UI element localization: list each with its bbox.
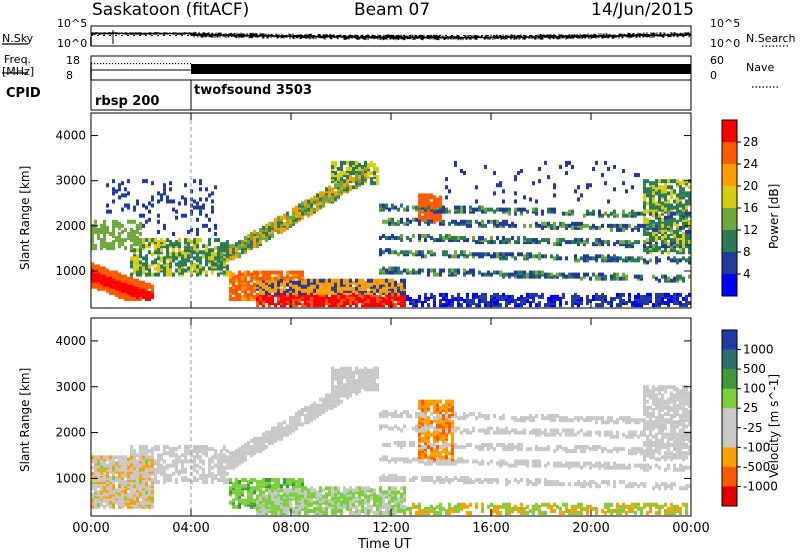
colorbar-tick-label: 16 (743, 201, 758, 215)
noise-tick-left-top: 10^5 (57, 17, 88, 30)
colorbar-cell (722, 230, 737, 253)
power-ylabel: Slant Range [km] (18, 165, 32, 270)
cpid-segment-2: twofsound 3503 (194, 83, 313, 98)
y-tick-label: 4000 (55, 334, 86, 348)
freq-tick-bottom: 8 (66, 69, 73, 82)
colorbar-tick-label: -100 (743, 440, 770, 454)
colorbar-cell (722, 486, 737, 507)
colorbar-cell (722, 466, 737, 487)
cpid-segment-1: rbsp 200 (95, 94, 160, 109)
beam-title: Beam 07 (354, 0, 431, 20)
colorbar-tick-label: 28 (743, 135, 758, 149)
noise-tick-right-bottom: 10^0 (710, 37, 741, 50)
colorbar-cell (722, 330, 737, 351)
freq-tick-top: 18 (66, 54, 80, 67)
colorbar-tick-label: 500 (743, 362, 766, 376)
y-tick-label: 2000 (55, 219, 86, 233)
y-tick-label: 2000 (55, 426, 86, 440)
x-tick-label: 04:00 (172, 521, 209, 536)
x-tick-label: 00:00 (672, 521, 709, 536)
x-tick-label: 00:00 (72, 521, 109, 536)
noise-tick-left-bottom: 10^0 (57, 37, 88, 50)
colorbar-cell (722, 447, 737, 468)
colorbar-cell (722, 164, 737, 187)
nsky-trace (90, 31, 692, 41)
colorbar-cell (722, 349, 737, 370)
y-tick-label: 1000 (55, 264, 86, 278)
nave-tick-bottom: 0 (710, 69, 717, 82)
colorbar-tick-label: 1000 (743, 343, 774, 357)
colorbar-tick-label: -500 (743, 460, 770, 474)
colorbar-cell (722, 369, 737, 390)
colorbar-tick-label: 8 (743, 245, 751, 259)
colorbar-cell (722, 408, 737, 429)
freq-label: Freq. (4, 53, 32, 66)
x-tick-label: 08:00 (272, 521, 309, 536)
power-panel: 4000 3000 2000 1000 28 24 20 16 12 8 4 (55, 112, 758, 309)
colorbar-cell (722, 388, 737, 409)
nsky-label: N.Sky (2, 32, 34, 45)
freq-unit-label: [MHz] (2, 65, 35, 78)
velocity-panel: 4000 3000 2000 1000 1000 500 100 25 -25 -100 -500 -… (55, 317, 778, 536)
y-tick-label: 4000 (55, 129, 86, 143)
freq-strip (2, 55, 778, 88)
nave-tick-top: 60 (710, 54, 724, 67)
colorbar-tick-label: 20 (743, 179, 758, 193)
site-title: Saskatoon (fitACF) (92, 0, 250, 20)
noise-tick-right-top: 10^5 (710, 17, 741, 30)
colorbar-cell (722, 142, 737, 165)
colorbar-cell (722, 208, 737, 231)
colorbar-cell (722, 252, 737, 275)
x-tick-label: 12:00 (372, 521, 409, 536)
colorbar-tick-label: 100 (743, 382, 766, 396)
cpid-label: CPID (6, 86, 41, 101)
x-tick-label: 16:00 (472, 521, 509, 536)
colorbar-frame (721, 329, 738, 507)
colorbar-tick-label: 24 (743, 157, 758, 171)
freq-band (191, 64, 691, 74)
colorbar-tick-label: 12 (743, 223, 758, 237)
colorbar-tick-label: 25 (743, 401, 758, 415)
date-title: 14/Jun/2015 (591, 0, 694, 20)
y-tick-label: 3000 (55, 174, 86, 188)
y-tick-label: 1000 (55, 471, 86, 485)
power-colorbar-label: Power [dB] (767, 183, 781, 249)
nave-label: Nave (746, 61, 775, 74)
colorbar-tick-label: -1000 (743, 479, 778, 493)
nsearch-label: N.Search (746, 32, 796, 45)
cpid-strip (90, 79, 692, 111)
x-tick-label: 20:00 (572, 521, 609, 536)
y-tick-label: 3000 (55, 380, 86, 394)
noise-strip (2, 25, 788, 47)
colorbar-tick-label: 4 (743, 267, 751, 281)
colorbar-cell (722, 120, 737, 143)
velocity-colorbar-label: Velocity [m s^-1] (767, 373, 781, 478)
velocity-ylabel: Slant Range [km] (18, 367, 32, 472)
colorbar-cell (722, 186, 737, 209)
x-axis-title: Time UT (358, 537, 412, 552)
colorbar-cell (722, 274, 737, 297)
colorbar-tick-label: -25 (743, 421, 763, 435)
colorbar-cell (722, 427, 737, 448)
